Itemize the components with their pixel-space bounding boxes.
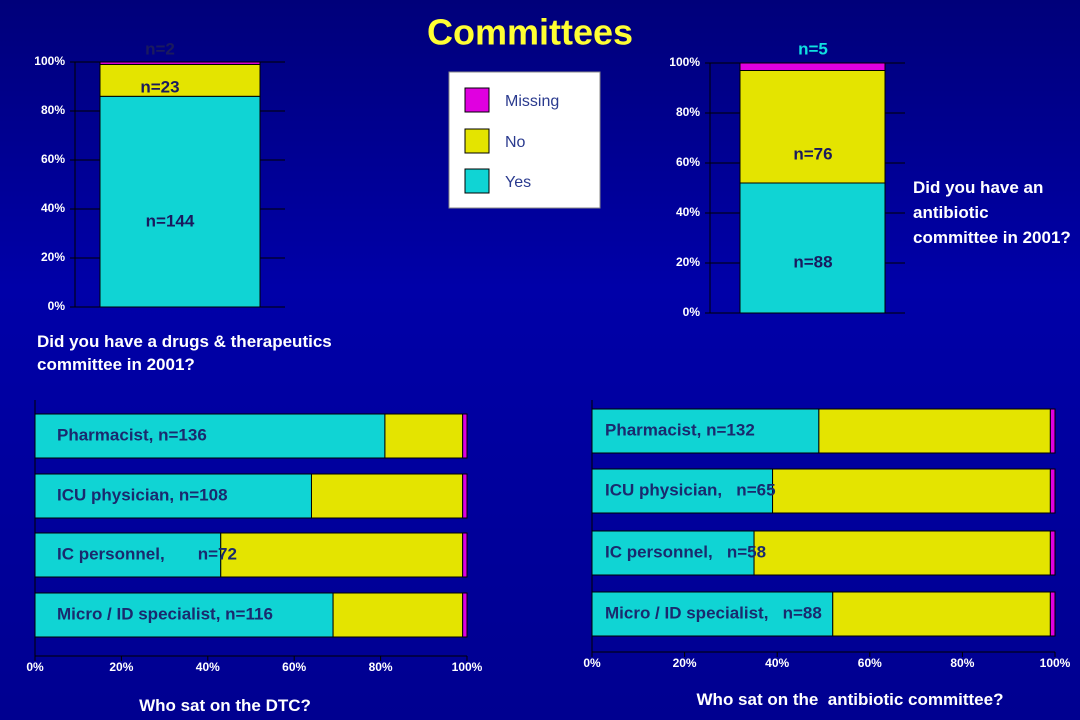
y-tick-label: 40% [41,201,65,215]
y-tick-label: 60% [41,152,65,166]
x-tick-label: 40% [765,656,789,670]
y-tick-label: 40% [676,205,700,219]
segment-label: n=5 [798,39,828,58]
bar-segment [462,413,468,459]
question: Who sat on the DTC? [139,696,311,715]
category-label: ICU physician, n=108 [57,485,228,504]
bar-segment [591,530,755,576]
bar-segment [772,468,1051,514]
bar-segment [220,532,464,578]
question: Did you have an antibiotic committee in … [913,178,1071,247]
y-tick-label: 0% [48,299,66,313]
legend-label: No [505,134,526,151]
x-tick-label: 20% [673,656,697,670]
bar-segment [739,70,886,184]
x-tick-label: 80% [950,656,974,670]
legend-swatch [464,87,490,113]
segment-label: n=144 [146,211,195,230]
y-tick-label: 0% [683,305,701,319]
bar-segment [99,63,261,97]
bar-segment [591,591,834,637]
y-tick-label: 20% [41,250,65,264]
x-tick-label: 60% [858,656,882,670]
bar-segment [34,473,312,519]
bar-segment [818,408,1051,454]
category-label: Pharmacist, n=136 [57,425,207,444]
bar-segment [1049,408,1056,454]
x-tick-label: 60% [282,660,306,674]
segment-label: n=2 [145,39,175,58]
category-label: ICU physician, n=65 [605,480,776,499]
bar-segment [99,61,261,65]
bar-segment [384,413,464,459]
y-tick-label: 100% [669,55,700,69]
y-tick-label: 20% [676,255,700,269]
question: Who sat on the antibiotic committee? [696,690,1004,709]
segment-label: n=76 [793,144,832,163]
bar-segment [832,591,1051,637]
y-tick-label: 80% [41,103,65,117]
legend-swatch [464,168,490,194]
bar-segment [462,473,468,519]
x-tick-label: 20% [109,660,133,674]
bar-segment [753,530,1051,576]
x-tick-label: 100% [452,660,483,674]
x-tick-label: 0% [26,660,44,674]
legend-label: Missing [505,93,559,110]
slide-title: Committees [427,12,633,53]
bar-segment [34,532,222,578]
bar-segment [462,592,468,638]
x-tick-label: 40% [196,660,220,674]
x-tick-label: 0% [583,656,601,670]
segment-label: n=23 [140,77,179,96]
legend-swatch [464,128,490,154]
y-tick-label: 100% [34,54,65,68]
x-tick-label: 80% [369,660,393,674]
bar-segment [34,592,334,638]
bar-segment [739,62,886,71]
bar-segment [1049,530,1056,576]
bar-segment [591,408,820,454]
legend-label: Yes [505,174,531,191]
bar-segment [310,473,464,519]
bar-segment [1049,468,1056,514]
y-tick-label: 60% [676,155,700,169]
bar-segment [462,532,468,578]
category-label: IC personnel, n=72 [57,544,237,563]
bar-segment [99,95,261,308]
category-label: IC personnel, n=58 [605,542,766,561]
category-label: Micro / ID specialist, n=116 [57,604,273,623]
y-tick-label: 80% [676,105,700,119]
question: Did you have a drugs & therapeutics comm… [37,332,337,374]
bar-segment [739,182,886,314]
bar-segment [332,592,464,638]
bar-segment [1049,591,1056,637]
category-label: Pharmacist, n=132 [605,420,755,439]
category-label: Micro / ID specialist, n=88 [605,603,822,622]
bar-segment [591,468,774,514]
x-tick-label: 100% [1040,656,1071,670]
segment-label: n=88 [793,252,832,271]
